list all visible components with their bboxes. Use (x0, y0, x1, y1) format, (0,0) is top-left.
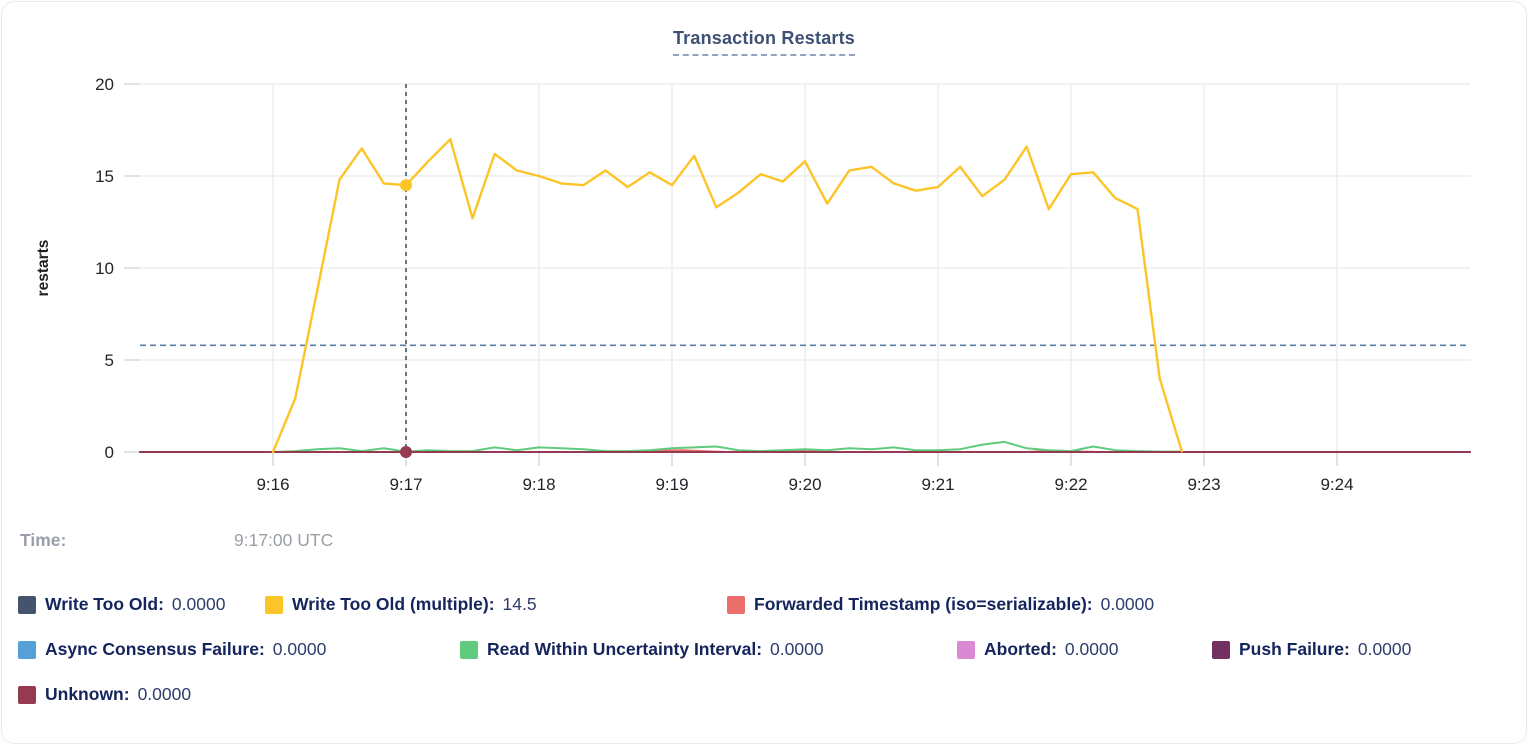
legend-label: Aborted: (984, 639, 1057, 659)
legend-item-7[interactable]: Unknown: 0.0000 (18, 684, 191, 705)
legend-row: Async Consensus Failure: 0.0000 Read Withi… (2, 631, 1526, 676)
legend-value: 0.0000 (137, 684, 192, 704)
legend-label: Async Consensus Failure: (45, 639, 265, 659)
legend-row: Unknown: 0.0000 (2, 676, 1526, 721)
legend-label: Read Within Uncertainty Interval: (487, 639, 763, 659)
legend-swatch (727, 595, 745, 614)
series-line-1 (271, 137, 1184, 454)
legend-item-4[interactable]: Read Within Uncertainty Interval: 0.0000 (460, 639, 824, 660)
legend-swatch (18, 685, 36, 704)
y-tick-label: 5 (105, 351, 114, 370)
y-tick-label: 10 (95, 259, 114, 278)
highlight-dot (400, 179, 412, 192)
series-line-4 (272, 440, 1183, 453)
legend-swatch (18, 640, 36, 659)
legend-label: Unknown: (45, 684, 130, 704)
legend: Write Too Old: 0.0000 Write Too Old (multi… (2, 586, 1526, 721)
x-tick-label: 9:16 (256, 475, 289, 494)
legend-item-6[interactable]: Push Failure: 0.0000 (1212, 639, 1411, 660)
x-tick-label: 9:21 (921, 475, 954, 494)
x-tick-label: 9:18 (522, 475, 555, 494)
chart-title-text[interactable]: Transaction Restarts (672, 28, 856, 56)
legend-swatch (957, 640, 975, 659)
legend-value: 0.0000 (171, 594, 226, 614)
y-tick-label: 20 (95, 75, 114, 94)
chart-svg[interactable]: 0 5 10 15 20 9:16 9:17 9:18 9:19 9:20 9:21 9:22 9:23… (2, 2, 1528, 507)
legend-swatch (265, 595, 283, 614)
legend-value: 0.0000 (1100, 594, 1155, 614)
legend-label: Forwarded Timestamp (iso=serializable): (754, 594, 1093, 614)
legend-item-0[interactable]: Write Too Old: 0.0000 (18, 594, 225, 615)
legend-value: 0.0000 (272, 639, 327, 659)
tooltip-time-row: Time: 9:17:00 UTC (2, 530, 1526, 556)
legend-swatch (18, 595, 36, 614)
legend-value: 0.0000 (770, 639, 824, 659)
y-axis-title: restarts (35, 240, 52, 297)
legend-label: Write Too Old: (45, 594, 164, 614)
legend-item-3[interactable]: Async Consensus Failure: 0.0000 (18, 639, 326, 660)
legend-label: Push Failure: (1239, 639, 1350, 659)
legend-item-2[interactable]: Forwarded Timestamp (iso=serializable): 0… (727, 594, 1154, 615)
chart-title: Transaction Restarts (2, 28, 1526, 56)
x-tick-label: 9:24 (1320, 475, 1353, 494)
legend-item-5[interactable]: Aborted: 0.0000 (957, 639, 1118, 660)
legend-value: 0.0000 (1357, 639, 1412, 659)
legend-value: 0.0000 (1064, 639, 1119, 659)
y-tick-label: 0 (105, 443, 114, 462)
x-tick-label: 9:22 (1054, 475, 1087, 494)
highlight-dot (400, 446, 412, 458)
legend-swatch (1212, 640, 1230, 659)
x-tick-label: 9:23 (1187, 475, 1220, 494)
legend-item-1[interactable]: Write Too Old (multiple): 14.5 (265, 594, 537, 615)
legend-row: Write Too Old: 0.0000 Write Too Old (multi… (2, 586, 1526, 631)
legend-label: Write Too Old (multiple): (292, 594, 495, 614)
x-tick-label: 9:19 (655, 475, 688, 494)
legend-value: 14.5 (502, 594, 537, 614)
x-tick-label: 9:20 (788, 475, 821, 494)
y-tick-label: 15 (95, 167, 114, 186)
legend-swatch (460, 640, 478, 659)
time-value: 9:17:00 UTC (234, 530, 334, 550)
time-label: Time: (20, 530, 67, 550)
x-tick-label: 9:17 (389, 475, 422, 494)
